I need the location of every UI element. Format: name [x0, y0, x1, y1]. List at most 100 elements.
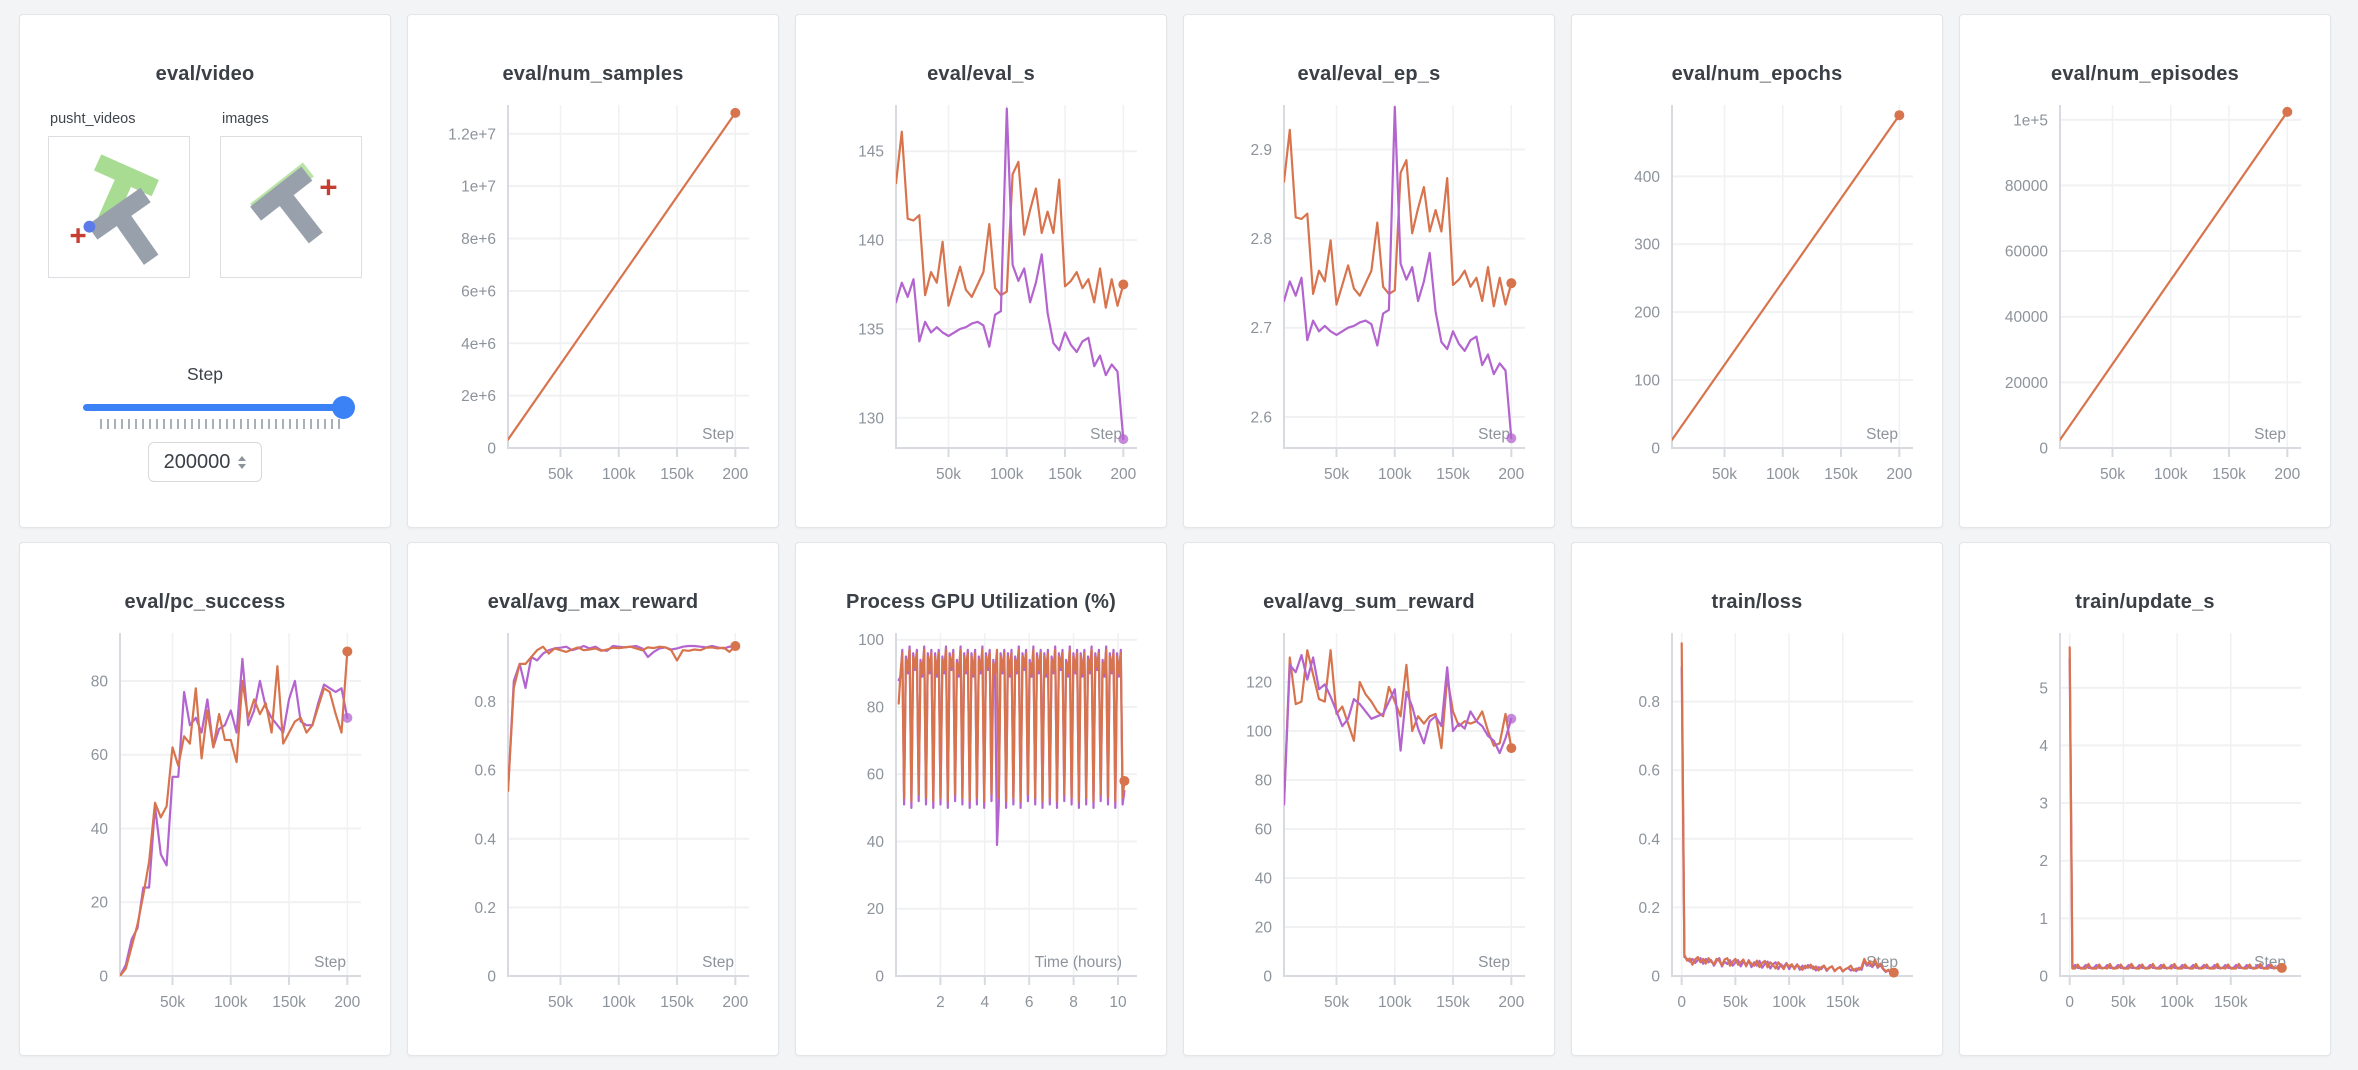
- panel-eval-eval-ep-s[interactable]: eval/eval_ep_s 2.6 2.7 2.8 2.9 50k 100k 150k 200…: [1183, 14, 1555, 528]
- x-tick-label: 50k: [1324, 466, 1349, 483]
- chart-canvas[interactable]: 0 20 40 60 80 50k 100k 150k 200 Step: [20, 621, 391, 1056]
- decrement-arrow-icon[interactable]: [238, 463, 247, 469]
- chart-canvas[interactable]: 0 20000 40000 60000 80000 1e+5 50k 100k 150k 200 S…: [1960, 93, 2331, 528]
- y-tick-label: 80: [91, 673, 109, 690]
- series-group: [896, 107, 1125, 441]
- series-line-orange: [120, 650, 349, 976]
- endpoint-dot-orange: [1118, 279, 1129, 290]
- chart-canvas[interactable]: 0 20 40 60 80 100 120 50k 100k 150k 200 Step: [1184, 621, 1555, 1056]
- y-tick-label: 60: [867, 767, 885, 784]
- chart-title: eval/avg_max_reward: [487, 591, 699, 613]
- x-tick-label: 200: [334, 994, 360, 1011]
- chart-canvas[interactable]: 0 0.2 0.4 0.6 0.8 50k 100k 150k 200 Step: [408, 621, 779, 1056]
- y-tick-label: 5: [2039, 680, 2048, 697]
- chart-canvas[interactable]: 0 0.2 0.4 0.6 0.8 0 50k 100k 150k Step: [1572, 621, 1943, 1056]
- series-line-orange: [2068, 646, 2283, 970]
- chart-canvas[interactable]: 0 2e+6 4e+6 6e+6 8e+6 1e+7 1.2e+7 50k 100k 150k 20…: [408, 93, 779, 528]
- y-tick-label: 300: [1634, 237, 1660, 254]
- series-group: [897, 645, 1126, 846]
- panel-eval-video[interactable]: eval/video pusht_videos: [19, 14, 391, 528]
- y-tick-label: 20000: [2005, 375, 2048, 392]
- series-group: [1284, 105, 1513, 440]
- y-tick-label: 20: [867, 901, 885, 918]
- x-tick-label: 150k: [2212, 466, 2246, 483]
- chart-title: train/loss: [1711, 591, 1803, 613]
- y-tick-label: 60000: [2005, 244, 2048, 261]
- y-tick-label: 0: [1263, 969, 1272, 986]
- series-line-orange: [1672, 114, 1901, 441]
- x-tick-label: 0: [2065, 994, 2074, 1011]
- y-tick-label: 2: [2039, 853, 2048, 870]
- panel-eval-num-samples[interactable]: eval/num_samples 0 2e+6 4e+6 6e+6 8e+6 1e+7 1.2…: [407, 14, 779, 528]
- y-tick-label: 100: [858, 632, 884, 649]
- x-axis-label: Step: [1090, 426, 1122, 443]
- y-tick-label: 130: [858, 410, 884, 427]
- chart-title: eval/avg_sum_reward: [1263, 591, 1475, 613]
- panel-eval-avg-max-reward[interactable]: eval/avg_max_reward 0 0.2 0.4 0.6 0.8 50k 100k 1…: [407, 542, 779, 1056]
- panel-train-loss[interactable]: train/loss 0 0.2 0.4 0.6 0.8 0 50k 100k 150k Step: [1571, 542, 1943, 1056]
- x-tick-label: 100k: [1772, 994, 1806, 1011]
- x-tick-label: 100k: [602, 466, 636, 483]
- y-tick-label: 60: [1255, 822, 1273, 839]
- series-line-orange: [897, 648, 1126, 803]
- series-group: [1672, 114, 1901, 441]
- y-tick-label: 100: [1634, 373, 1660, 390]
- y-tick-label: 120: [1246, 675, 1272, 692]
- series-group: [1284, 649, 1513, 806]
- chart-canvas[interactable]: 0 20 40 60 80 100 2 4 6 8 10 Time (hours): [796, 621, 1167, 1056]
- y-tick-label: 2.7: [1250, 320, 1272, 337]
- step-number-input[interactable]: 200000: [148, 442, 262, 482]
- media-item-images: images: [220, 111, 362, 278]
- pusht-video-thumbnail[interactable]: [48, 136, 190, 278]
- panel-eval-pc-success[interactable]: eval/pc_success 0 20 40 60 80 50k 100k 150k 200 St…: [19, 542, 391, 1056]
- series-line-purple: [896, 107, 1125, 441]
- x-tick-label: 100k: [1378, 466, 1412, 483]
- panel-eval-num-episodes[interactable]: eval/num_episodes 0 20000 40000 60000 80000 1e…: [1959, 14, 2331, 528]
- panel-eval-avg-sum-reward[interactable]: eval/avg_sum_reward 0 20 40 60 80 100 120 50k 100…: [1183, 542, 1555, 1056]
- x-axis-label: Step: [1866, 954, 1898, 971]
- endpoint-dot-orange: [1119, 775, 1130, 786]
- step-slider-thumb[interactable]: [332, 396, 355, 419]
- panel-eval-num-epochs[interactable]: eval/num_epochs 0 100 200 300 400 50k 100k 150k 2…: [1571, 14, 1943, 528]
- x-tick-label: 50k: [1723, 994, 1748, 1011]
- endpoint-dot-purple: [342, 712, 353, 723]
- goal-cross: [320, 179, 337, 196]
- endpoint-dot-orange: [1506, 278, 1517, 289]
- chart-title: eval/num_samples: [502, 63, 684, 85]
- endpoint-dot-orange: [2276, 962, 2287, 973]
- step-slider[interactable]: [83, 396, 355, 419]
- x-tick-label: 200: [1498, 994, 1524, 1011]
- y-tick-label: 2.9: [1250, 142, 1272, 159]
- chart-canvas[interactable]: 2.6 2.7 2.8 2.9 50k 100k 150k 200 Step: [1184, 93, 1555, 528]
- y-tick-label: 40: [867, 834, 885, 851]
- x-tick-label: 8: [1069, 994, 1078, 1011]
- chart-title: eval/num_episodes: [2051, 63, 2239, 85]
- endpoint-dot-purple: [1118, 434, 1129, 445]
- x-tick-label: 100k: [1766, 466, 1800, 483]
- series-line-orange: [508, 111, 737, 441]
- chart-canvas[interactable]: 130 135 140 145 50k 100k 150k 200 Step: [796, 93, 1167, 528]
- x-tick-label: 100k: [990, 466, 1024, 483]
- y-tick-label: 145: [858, 144, 884, 161]
- chart-canvas[interactable]: 0 100 200 300 400 50k 100k 150k 200 Step: [1572, 93, 1943, 528]
- series-group: [1680, 642, 1895, 974]
- y-tick-label: 0.4: [1638, 831, 1660, 848]
- x-tick-label: 150k: [272, 994, 306, 1011]
- panel-eval-eval-s[interactable]: eval/eval_s 130 135 140 145 50k 100k 150k 200 Ste…: [795, 14, 1167, 528]
- images-thumbnail[interactable]: [220, 136, 362, 278]
- y-tick-label: 400: [1634, 169, 1660, 186]
- x-axis-label: Step: [2254, 426, 2286, 443]
- panel-process-gpu-utilization[interactable]: Process GPU Utilization (%) 0 20 40 60 80 100 2…: [795, 542, 1167, 1056]
- x-tick-label: 100k: [2154, 466, 2188, 483]
- stepper-arrows[interactable]: [238, 455, 247, 469]
- x-tick-label: 150k: [1824, 466, 1858, 483]
- y-tick-label: 1.2e+7: [448, 126, 496, 143]
- y-tick-label: 40: [1255, 871, 1273, 888]
- increment-arrow-icon[interactable]: [238, 455, 247, 461]
- y-tick-label: 0.4: [474, 831, 496, 848]
- panel-train-update-s[interactable]: train/update_s 0 1 2 3 4 5 0 50k 100k 150k Step: [1959, 542, 2331, 1056]
- media-label-pusht-videos: pusht_videos: [50, 111, 136, 127]
- y-tick-label: 80000: [2005, 178, 2048, 195]
